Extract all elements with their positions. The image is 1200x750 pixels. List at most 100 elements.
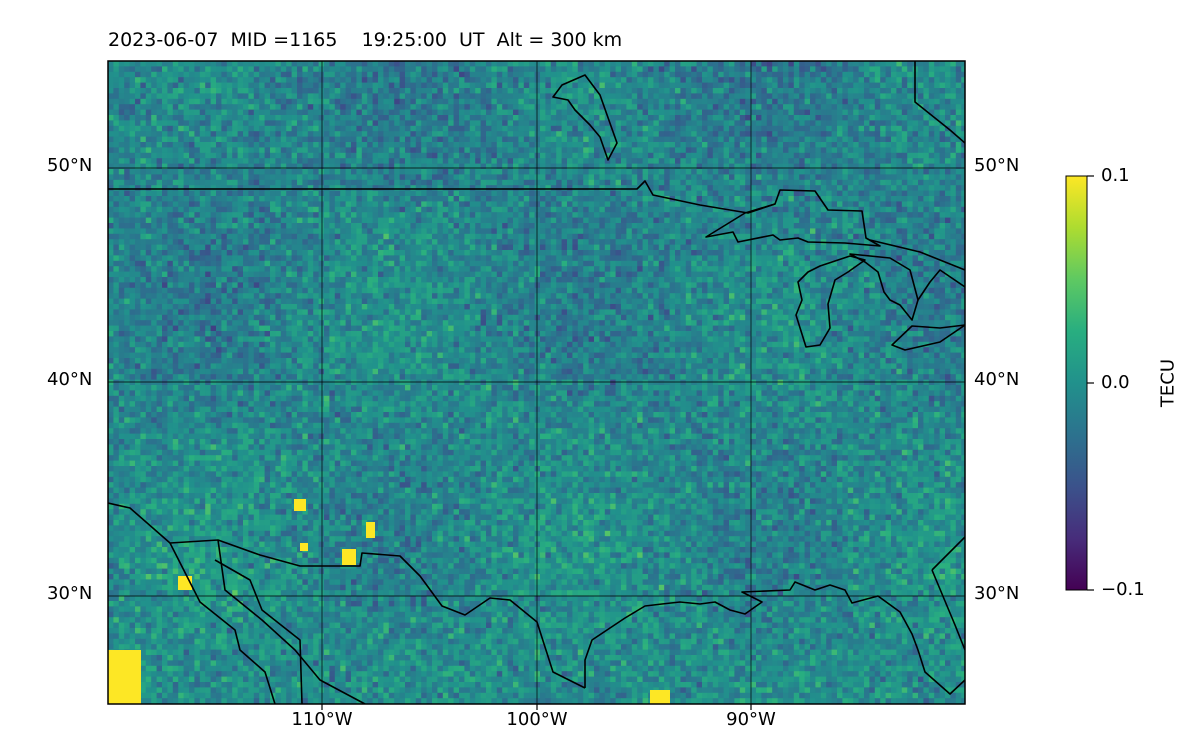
tec-cell	[340, 196, 347, 202]
tec-cell	[280, 104, 287, 111]
tec-cell	[556, 142, 563, 148]
tec-cell	[140, 88, 147, 94]
tec-cell	[842, 169, 849, 175]
tec-cell	[891, 179, 897, 186]
tec-cell	[513, 163, 519, 170]
tec-cell	[928, 66, 935, 73]
tec-cell	[739, 136, 746, 143]
tec-cell	[286, 152, 293, 159]
tec-cell	[896, 93, 903, 100]
tec-cell	[496, 82, 503, 89]
tec-cell	[491, 169, 498, 175]
tec-cell	[680, 223, 687, 229]
tec-cell	[583, 185, 590, 192]
tec-cell	[167, 158, 174, 165]
tec-cell	[172, 82, 179, 89]
tec-cell	[502, 206, 509, 213]
tec-cell	[610, 196, 617, 202]
tec-cell	[334, 142, 341, 148]
tec-cell	[156, 77, 163, 84]
tec-cell	[626, 131, 633, 138]
tec-cell	[648, 152, 654, 159]
tec-cell	[486, 82, 492, 89]
tec-cell	[448, 136, 455, 143]
tec-cell	[378, 152, 384, 159]
tec-cell	[696, 71, 703, 78]
tec-cell	[486, 152, 492, 159]
tec-cell	[421, 152, 428, 159]
tec-cell	[858, 104, 865, 111]
tec-cell	[523, 147, 530, 154]
tec-cell	[459, 66, 465, 73]
tec-cell	[243, 217, 249, 224]
tec-cell	[183, 120, 190, 127]
tec-cell	[788, 142, 795, 148]
tec-cell	[750, 169, 757, 175]
tec-cell	[361, 61, 368, 67]
tec-cell	[405, 120, 411, 127]
tec-cell	[918, 196, 924, 202]
tec-cell	[750, 109, 757, 116]
tec-cell	[604, 61, 611, 67]
tec-cell	[183, 190, 190, 197]
tec-cell	[361, 196, 368, 202]
tec-cell	[345, 217, 352, 224]
tec-cell	[631, 82, 638, 89]
tec-cell	[847, 142, 854, 148]
tec-cell	[615, 158, 622, 165]
tec-cell	[302, 142, 309, 148]
tec-cell	[766, 88, 773, 94]
tec-cell	[502, 93, 509, 100]
tec-cell	[826, 185, 833, 192]
tec-cell	[923, 98, 930, 105]
tec-cell	[361, 152, 368, 159]
tec-cell	[918, 98, 924, 105]
tec-cell	[847, 77, 854, 84]
tec-cell	[259, 120, 266, 127]
tec-cell	[394, 125, 401, 132]
tec-cell	[275, 104, 282, 111]
tec-cell	[874, 169, 881, 175]
tec-cell	[664, 196, 671, 202]
tec-cell	[534, 115, 541, 121]
tec-cell	[712, 190, 719, 197]
tec-cell	[529, 104, 536, 111]
tec-cell	[637, 61, 644, 67]
tec-cell	[383, 93, 390, 100]
tec-cell	[540, 206, 546, 213]
tec-cell	[864, 190, 870, 197]
tec-cell	[210, 206, 217, 213]
tec-cell	[410, 174, 417, 181]
tec-cell	[896, 223, 903, 229]
tec-cell	[880, 109, 887, 116]
tec-cell	[669, 88, 676, 94]
tec-cell	[939, 71, 946, 78]
tec-cell	[145, 223, 152, 229]
tec-cell	[351, 71, 357, 78]
tec-cell	[172, 104, 179, 111]
tec-cell	[901, 179, 908, 186]
tec-cell	[356, 71, 363, 78]
tec-cell	[345, 201, 352, 208]
tec-cell	[502, 88, 509, 94]
tec-cell	[745, 125, 752, 132]
tec-cell	[626, 196, 633, 202]
tec-cell	[615, 93, 622, 100]
tec-cell	[270, 98, 276, 105]
tec-cell	[604, 223, 611, 229]
tec-cell	[340, 115, 347, 121]
tec-cell	[950, 152, 957, 159]
tec-cell	[405, 82, 411, 89]
tec-cell	[334, 120, 341, 127]
tec-cell	[345, 206, 352, 213]
tec-cell	[388, 88, 395, 94]
tec-cell	[653, 142, 660, 148]
tec-cell	[896, 212, 903, 219]
tec-cell	[777, 190, 784, 197]
tec-cell	[248, 88, 255, 94]
tec-cell	[237, 147, 244, 154]
tec-cell	[140, 179, 147, 186]
tec-cell	[567, 169, 573, 175]
tec-cell	[334, 147, 341, 154]
tec-cell	[243, 174, 249, 181]
